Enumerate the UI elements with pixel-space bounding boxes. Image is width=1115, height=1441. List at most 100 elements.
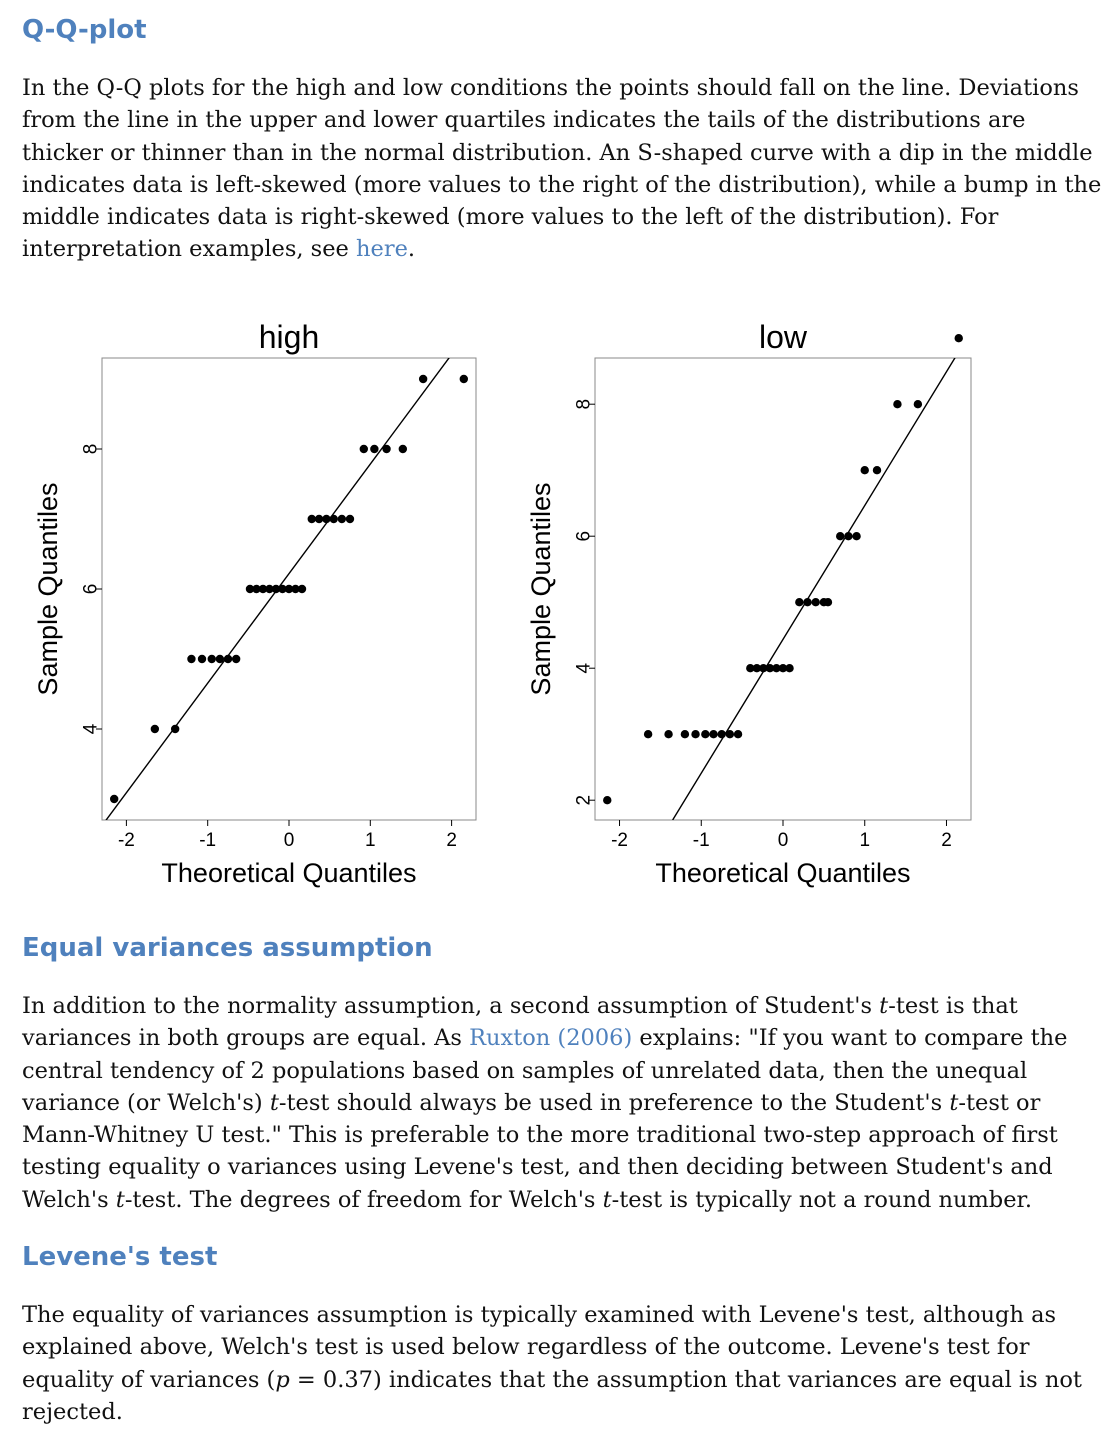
qq-chart-low: low -2 -1 0 1 2 2 4 6 8 Theoretical Quantiles Sampl… [526,319,972,888]
data-point [418,374,428,384]
x-tick-label: -1 [199,830,216,851]
y-tick-label: 8 [574,399,595,410]
here-link[interactable]: here [356,236,408,263]
data-point [345,514,355,524]
data-point [844,532,853,541]
data-point [733,730,743,739]
data-point [664,730,673,739]
x-axis-label: Theoretical Quantiles [655,858,910,888]
eq-text-7: -test is typically not a round number. [611,1186,1032,1213]
eq-italic-t-5: t [602,1186,612,1213]
reference-line [105,358,450,820]
eq-italic-t-4: t [115,1186,125,1213]
lev-text-2: = 0.37) indicates that the assumption th… [22,1366,1082,1425]
eq-italic-t-3: t [949,1089,959,1116]
data-point [271,584,281,594]
reference-line [672,358,956,820]
data-point [258,584,268,594]
data-point [337,514,347,524]
data-point [459,374,469,384]
data-point [231,654,241,664]
qq-charts: high -2 -1 0 1 2 4 6 8 Theoretical Quantiles Sampl… [33,319,972,888]
lev-italic-p: p [275,1366,290,1393]
equal-variances-paragraph: In addition to the normality assumption,… [22,990,1107,1216]
data-point [759,664,768,673]
chart-title: high [259,319,320,355]
data-point [284,584,294,594]
qq-text-2: . [407,236,416,263]
data-point [170,724,180,734]
data-point [207,654,216,664]
y-tick-label: 2 [574,795,595,806]
data-point [215,654,225,664]
data-point [836,532,845,541]
qq-chart-high: high -2 -1 0 1 2 4 6 8 Theoretical Quantiles Sampl… [33,319,477,888]
data-point [893,400,902,409]
eq-text-3: explains: "If you want to compare the ce… [22,1025,1068,1116]
data-point [398,444,408,454]
data-point [297,584,307,594]
x-axis-label: Theoretical Quantiles [161,858,416,888]
data-point [245,584,255,594]
data-point [359,444,368,454]
eq-text-2: -test is that variances in both groups a… [22,993,1018,1052]
data-point [752,664,762,673]
data-point [197,654,207,664]
eq-text-5: -test or Mann-Whitney U test." This is p… [22,1089,1058,1213]
data-point [150,724,160,734]
data-point [314,514,324,524]
data-point [322,514,331,524]
data-point [954,334,963,343]
x-tick-label: 0 [284,830,295,851]
data-point [913,400,923,409]
data-point [643,730,653,739]
data-point [811,598,820,607]
data-point [603,796,612,805]
data-point [872,466,882,475]
eq-text-4: -test should always be used in preferenc… [278,1089,950,1116]
eq-italic-t-2: t [269,1089,279,1116]
data-point [370,444,379,454]
levenes-test-heading: Levene's test [22,1242,218,1272]
data-point [709,730,718,739]
x-tick-label: -1 [693,830,710,851]
eq-italic-t-1: t [879,993,889,1019]
ruxton-link[interactable]: Ruxton (2006) [469,1025,633,1052]
data-point [223,654,233,664]
x-tick-label: -2 [118,830,135,851]
y-axis-label: Sample Quantiles [526,482,556,695]
data-point [860,466,869,475]
data-point [701,730,710,739]
data-point [778,664,788,673]
y-tick-label: 6 [574,531,595,542]
data-point [382,444,391,454]
x-tick-label: 1 [859,830,870,851]
data-point [795,598,804,607]
qq-plot-paragraph: In the Q-Q plots for the high and low co… [22,72,1107,266]
y-tick-label: 4 [81,723,102,734]
data-point [785,664,794,673]
data-point [291,584,300,594]
data-point [717,730,726,739]
qq-plot-heading: Q-Q-plot [22,15,147,45]
data-point [746,664,755,673]
x-tick-label: 2 [446,830,457,851]
data-point [803,598,812,607]
data-point [278,584,287,594]
x-tick-label: -2 [611,830,628,851]
data-point [109,794,119,804]
data-point [852,532,861,541]
levenes-test-paragraph: The equality of variances assumption is … [22,1299,1107,1428]
data-point [680,730,690,739]
chart-title: low [759,319,808,355]
data-point [265,584,274,594]
x-tick-label: 1 [365,830,376,851]
y-axis-label: Sample Quantiles [33,482,63,695]
eq-text-6: -test. The degrees of freedom for Welch'… [124,1186,603,1213]
x-tick-label: 2 [941,830,952,851]
equal-variances-heading: Equal variances assumption [22,933,433,963]
qq-text-1: In the Q-Q plots for the high and low co… [22,75,1102,263]
data-point [252,584,261,594]
plot-frame [594,357,972,821]
y-tick-label: 8 [81,444,102,455]
